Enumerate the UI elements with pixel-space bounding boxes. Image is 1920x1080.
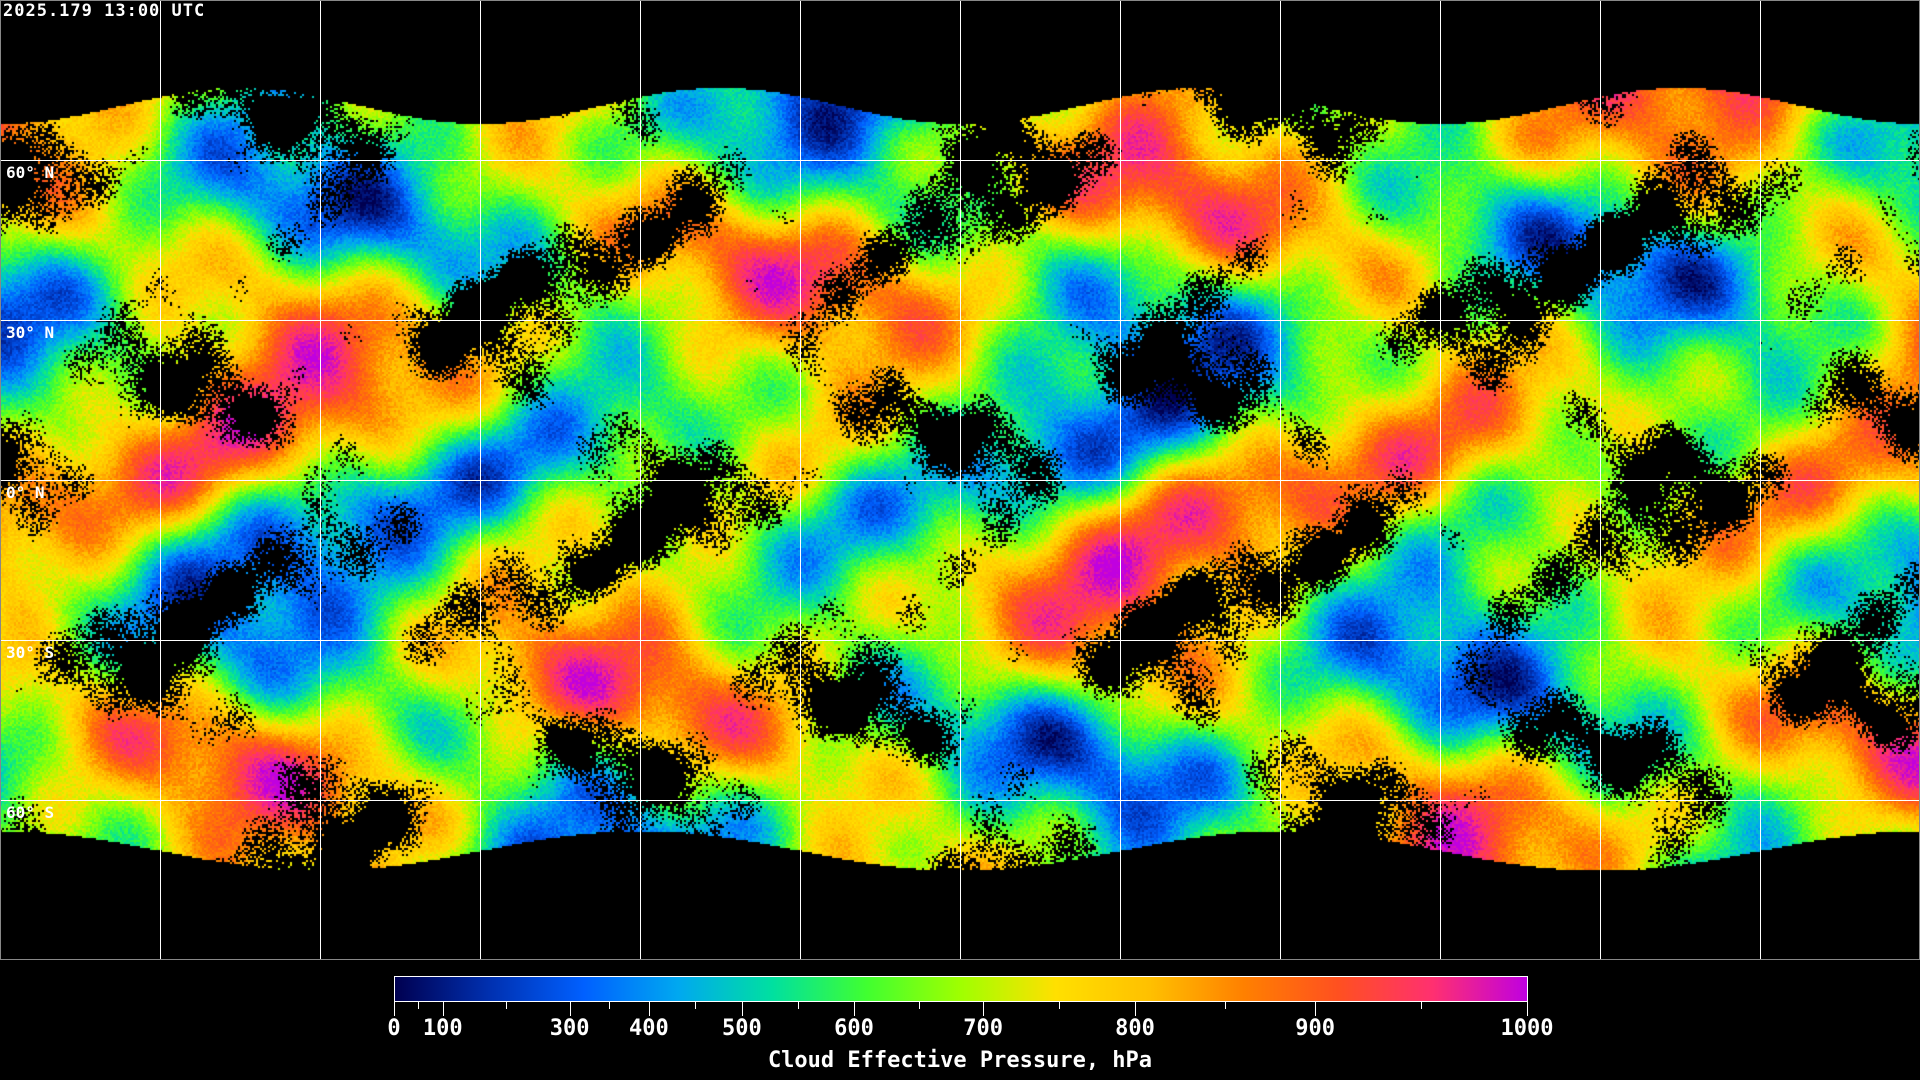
- colorbar-minor-tick: [797, 1002, 799, 1009]
- colorbar-major-tick: [569, 1002, 571, 1016]
- lat-label-30n: 30° N: [6, 323, 55, 342]
- colorbar-label-600: 600: [834, 1016, 874, 1041]
- colorbar-label-700: 700: [963, 1016, 1004, 1041]
- lat-label-60s: 60° S: [6, 803, 55, 822]
- colorbar-major-tick: [853, 1002, 855, 1016]
- colorbar-major-tick: [648, 1002, 650, 1016]
- longitude-gridline: [1120, 0, 1121, 960]
- colorbar-major-tick: [1134, 1002, 1136, 1016]
- lat-label-30s: 30° S: [6, 643, 55, 662]
- colorbar-minor-tick: [506, 1002, 508, 1009]
- longitude-gridline: [1280, 0, 1281, 960]
- colorbar-label-1000: 1000: [1500, 1016, 1554, 1041]
- longitude-gridline: [1600, 0, 1601, 960]
- colorbar-major-tick: [442, 1002, 444, 1016]
- longitude-gridline: [960, 0, 961, 960]
- colorbar-title: Cloud Effective Pressure, hPa: [767, 1048, 1153, 1073]
- colorbar-label-500: 500: [721, 1016, 762, 1041]
- colorbar-major-tick: [394, 1002, 395, 1016]
- longitude-gridline: [480, 0, 481, 960]
- longitude-gridline: [1440, 0, 1441, 960]
- longitude-gridline: [800, 0, 801, 960]
- longitude-gridline: [640, 0, 641, 960]
- timestamp: 2025.179 13:00 UTC: [3, 1, 206, 21]
- colorbar-minor-tick: [1225, 1002, 1227, 1009]
- colorbar-label-0: 0: [387, 1016, 401, 1041]
- colorbar-major-tick: [1527, 1002, 1528, 1016]
- colorbar-major-tick: [1315, 1002, 1317, 1016]
- lat-label-0: 0° N: [6, 483, 45, 502]
- colorbar-minor-tick: [695, 1002, 697, 1009]
- colorbar-major-tick: [983, 1002, 985, 1016]
- colorbar-minor-tick: [1421, 1002, 1423, 1009]
- longitude-gridline: [160, 0, 161, 960]
- colorbar-major-tick: [741, 1002, 743, 1016]
- colorbar-minor-tick: [918, 1002, 920, 1009]
- cloud-pressure-map: 60° N 30° N 0° N 30° S 60° S 2025.179 13…: [0, 0, 1920, 960]
- colorbar-label-400: 400: [629, 1016, 669, 1041]
- longitude-gridline: [320, 0, 321, 960]
- colorbar-label-900: 900: [1295, 1016, 1335, 1041]
- lat-label-60n: 60° N: [6, 163, 55, 182]
- colorbar-label-100: 100: [422, 1016, 463, 1041]
- colorbar: [394, 976, 1528, 1002]
- colorbar-minor-tick: [418, 1002, 420, 1009]
- colorbar-label-300: 300: [549, 1016, 590, 1041]
- colorbar-minor-tick: [609, 1002, 611, 1009]
- longitude-gridline: [1760, 0, 1761, 960]
- colorbar-minor-tick: [1059, 1002, 1061, 1009]
- colorbar-label-800: 800: [1115, 1016, 1155, 1041]
